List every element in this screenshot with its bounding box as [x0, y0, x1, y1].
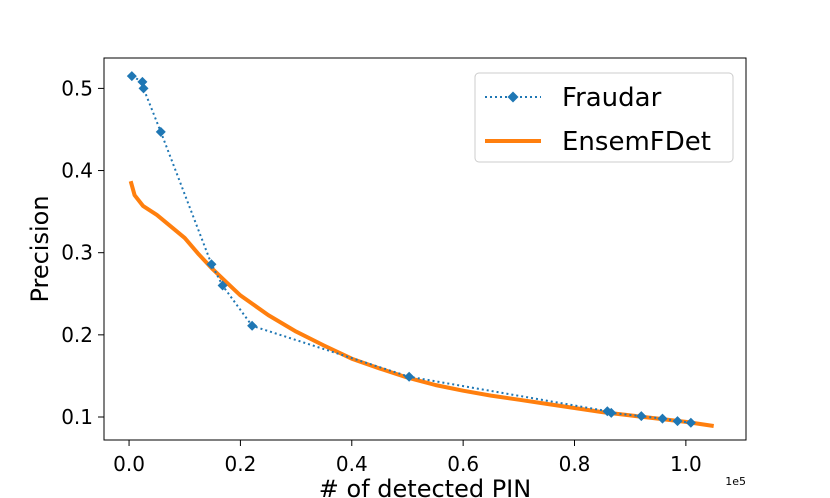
legend: Fraudar EnsemFDet — [474, 72, 734, 163]
fraudar-point — [404, 371, 415, 382]
fraudar-point — [685, 417, 696, 428]
y-axis: 0.1 0.2 0.3 0.4 0.5 — [61, 76, 104, 429]
legend-fraudar-marker — [507, 91, 519, 103]
y-tick-label: 0.4 — [61, 159, 93, 183]
fraudar-point — [672, 416, 683, 427]
x-offset-text: 1e5 — [725, 475, 746, 488]
fraudar-point — [217, 280, 228, 291]
fraudar-point — [606, 407, 617, 418]
x-tick-label: 0.6 — [447, 452, 479, 476]
legend-fraudar-label: Fraudar — [562, 83, 662, 113]
fraudar-point — [636, 411, 647, 422]
fraudar-point — [155, 126, 166, 137]
legend-ensemfdet-label: EnsemFDet — [562, 127, 711, 157]
plot-frame — [103, 57, 747, 441]
x-tick-label: 0.2 — [225, 452, 257, 476]
fraudar-point — [137, 76, 148, 87]
x-axis: 0.0 0.2 0.4 0.6 0.8 1.0 — [113, 440, 702, 476]
fraudar-point — [126, 71, 137, 82]
x-tick-label: 0.0 — [113, 452, 145, 476]
y-tick-label: 0.5 — [61, 76, 93, 100]
x-tick-label: 0.8 — [559, 452, 591, 476]
x-tick-label: 1.0 — [670, 452, 702, 476]
series-line-fraudar — [131, 75, 692, 424]
y-tick-label: 0.1 — [61, 405, 93, 429]
series-layer — [126, 71, 714, 428]
y-axis-label: Precision — [26, 195, 54, 302]
y-tick-label: 0.3 — [61, 241, 93, 265]
x-axis-label: # of detected PIN — [319, 475, 531, 498]
x-tick-label: 0.4 — [336, 452, 368, 476]
fraudar-point — [247, 320, 258, 331]
fraudar-point — [657, 413, 668, 424]
y-tick-label: 0.2 — [61, 323, 93, 347]
fraudar-point — [138, 83, 149, 94]
fraudar-point — [206, 259, 217, 270]
